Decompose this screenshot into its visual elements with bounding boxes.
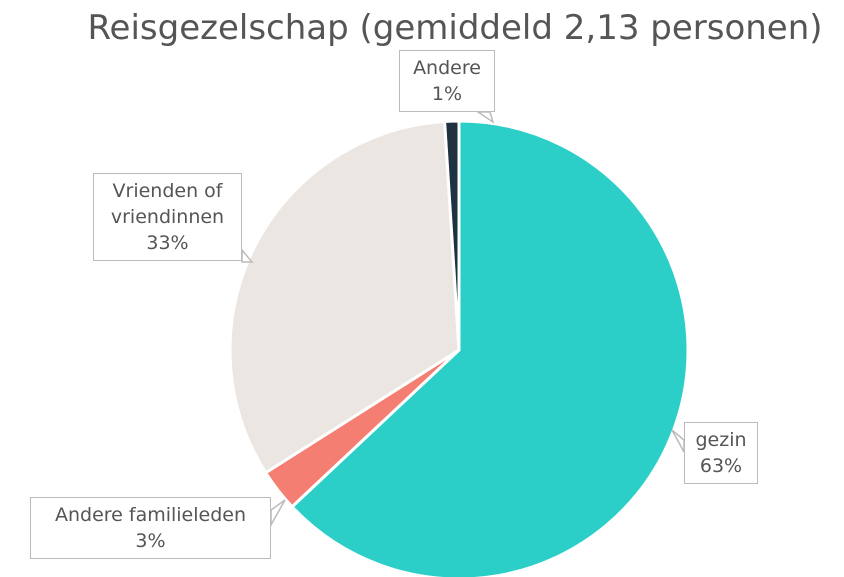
callout-tail — [671, 429, 685, 453]
slice-value: 3% — [135, 530, 166, 552]
callout-tail — [270, 499, 286, 528]
slice-name: Vrienden of vriendinnen — [110, 180, 225, 228]
data-label: Andere familieleden 3% — [30, 497, 271, 559]
pie-slice — [443, 119, 461, 351]
pie-slice — [289, 119, 690, 577]
data-label: Andere 1% — [399, 50, 495, 112]
data-label: Vrienden of vriendinnen 33% — [93, 173, 242, 261]
callout-tail — [475, 111, 495, 124]
data-label: gezin 63% — [684, 422, 758, 484]
slice-value: 63% — [699, 455, 743, 477]
slice-value: 1% — [431, 83, 463, 105]
chart-title: Reisgezelschap (gemiddeld 2,13 personen) — [87, 8, 823, 48]
callout-tail — [241, 247, 254, 263]
pie-slice — [228, 119, 461, 475]
slice-name: Andere — [413, 57, 481, 79]
slice-value: 33% — [146, 232, 189, 254]
slice-name: Andere familieleden — [54, 504, 247, 526]
slice-name: gezin — [695, 429, 747, 451]
